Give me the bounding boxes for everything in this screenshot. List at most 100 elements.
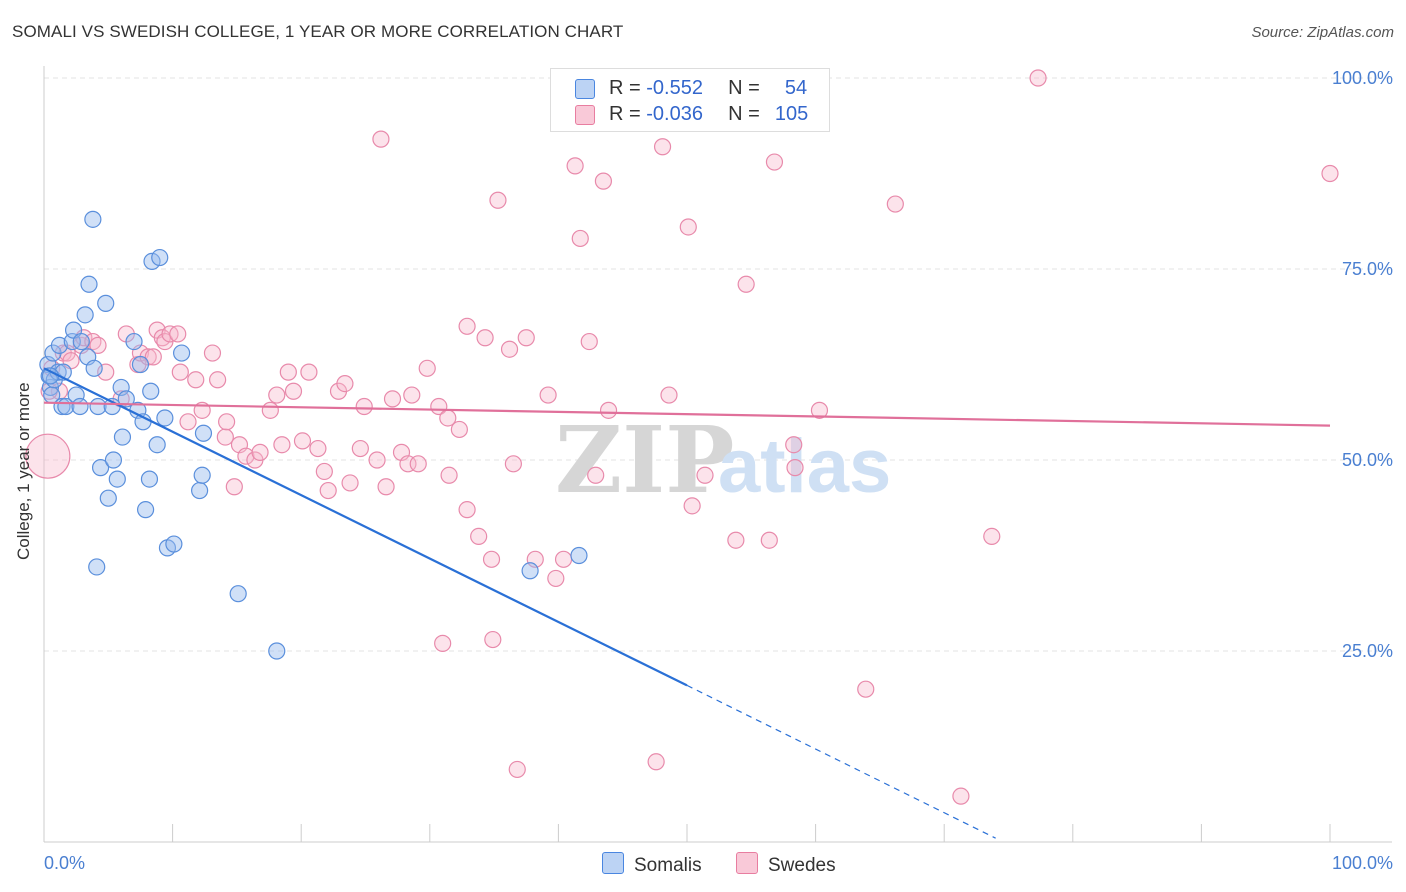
point-swedes-80 — [571, 229, 589, 248]
y-tick-label-50: 50.0% — [1342, 450, 1393, 470]
gridlines — [44, 77, 1392, 652]
point-swedes-23 — [179, 413, 197, 431]
legend-swatch-swedes — [575, 105, 595, 125]
point-swedes-95 — [765, 153, 784, 171]
point-swedes-37 — [273, 436, 291, 454]
trend-lines — [43, 367, 1331, 839]
point-swedes-60 — [434, 634, 452, 652]
point-swedes-100 — [886, 195, 904, 213]
point-swedes-73 — [508, 760, 526, 779]
bottom-legend-label-somalis: Somalis — [634, 855, 702, 876]
point-somalis-46 — [191, 481, 209, 500]
tick-labels: 25.0% 50.0% 75.0% 100.0% 0.0% 100.0% — [44, 68, 1393, 873]
point-somalis-27 — [104, 451, 123, 469]
point-swedes-21 — [169, 325, 187, 343]
x-tick-label-0: 0.0% — [44, 853, 85, 873]
point-swedes-48 — [351, 439, 369, 458]
point-swedes-68 — [482, 550, 501, 568]
point-somalis-21 — [88, 558, 106, 576]
point-swedes-43 — [315, 462, 333, 481]
point-swedes-84 — [599, 401, 618, 419]
point-swedes-30 — [225, 478, 243, 496]
point-somalis-47 — [193, 466, 211, 484]
point-swedes-97 — [786, 459, 804, 477]
point-swedes-69 — [484, 630, 502, 649]
point-swedes-67 — [476, 329, 494, 347]
point-swedes-42 — [309, 439, 327, 458]
point-swedes-78 — [554, 550, 573, 568]
bottom-legend-swatch-swedes — [736, 852, 758, 874]
point-swedes-81 — [580, 332, 598, 351]
legend-swatch-somalis — [575, 79, 595, 99]
point-swedes-79 — [566, 157, 584, 175]
point-swedes-101 — [952, 787, 970, 805]
point-somalis-52 — [570, 546, 588, 565]
y-tick-label-100: 100.0% — [1332, 68, 1393, 88]
axes — [43, 66, 1392, 843]
point-somalis-50 — [268, 642, 286, 660]
point-somalis-42 — [156, 409, 174, 427]
point-somalis-7 — [50, 336, 69, 354]
point-swedes-41 — [300, 363, 318, 381]
trend-line-swedes — [43, 401, 1331, 427]
point-swedes-46 — [336, 375, 354, 393]
point-swedes-70 — [489, 191, 507, 209]
point-swedes-92 — [727, 531, 745, 549]
point-swedes-9 — [89, 336, 107, 354]
legend-n-swedes: 105 — [774, 103, 809, 125]
point-swedes-103 — [1029, 69, 1047, 87]
point-somalis-41 — [151, 248, 169, 267]
point-swedes-38 — [279, 363, 297, 381]
legend-r-swedes: -0.036 — [646, 103, 703, 125]
point-swedes-88 — [660, 386, 678, 404]
point-swedes-35 — [261, 401, 279, 419]
point-somalis-18 — [80, 275, 98, 293]
point-swedes-99 — [857, 680, 875, 698]
point-somalis-39 — [143, 252, 161, 270]
point-somalis-37 — [140, 470, 159, 488]
point-swedes-74 — [517, 329, 535, 347]
bottom-legend-swedes[interactable]: Swedes — [736, 852, 836, 877]
point-swedes-39 — [284, 382, 303, 400]
point-somalis-44 — [165, 535, 183, 553]
point-swedes-58 — [418, 359, 436, 377]
point-swedes-27 — [209, 371, 227, 389]
point-swedes-51 — [372, 130, 390, 148]
point-swedes-91 — [696, 466, 714, 484]
point-swedes-22 — [171, 363, 189, 381]
point-somalis-28 — [108, 470, 126, 488]
point-swedes-82 — [587, 466, 605, 484]
watermark: ZIP atlas — [555, 406, 891, 514]
point-somalis-16 — [76, 306, 94, 324]
point-swedes-86 — [647, 753, 665, 771]
point-somalis-34 — [131, 355, 150, 374]
point-swedes-71 — [500, 340, 519, 358]
point-somalis-14 — [71, 397, 89, 416]
point-somalis-31 — [117, 390, 135, 408]
watermark-zip: ZIP — [555, 406, 734, 514]
series-somalis — [39, 210, 588, 660]
legend-n-label: N = — [728, 77, 760, 99]
point-swedes-32 — [237, 447, 255, 465]
point-somalis-32 — [125, 332, 143, 351]
point-swedes-65 — [458, 317, 476, 335]
point-swedes-89 — [679, 218, 697, 236]
y-tick-label-75: 75.0% — [1342, 259, 1393, 279]
point-swedes-34 — [251, 443, 269, 461]
bottom-legend-somalis[interactable]: Somalis — [602, 852, 702, 877]
point-swedes-87 — [653, 138, 672, 156]
point-swedes-83 — [594, 172, 613, 190]
point-swedes-64 — [458, 501, 476, 519]
point-swedes-44 — [319, 481, 337, 500]
y-tick-label-25: 25.0% — [1342, 641, 1393, 661]
point-swedes-49 — [355, 397, 373, 416]
point-swedes-72 — [504, 455, 522, 473]
point-swedes-50 — [368, 451, 386, 469]
point-swedes-24 — [187, 371, 205, 389]
chart-title: SOMALI VS SWEDISH COLLEGE, 1 YEAR OR MOR… — [12, 22, 624, 41]
point-swedes-28 — [216, 428, 234, 446]
point-swedes-90 — [683, 497, 701, 515]
point-somalis-15 — [72, 332, 90, 351]
point-somalis-19 — [84, 210, 102, 228]
point-swedes-26 — [203, 344, 222, 362]
